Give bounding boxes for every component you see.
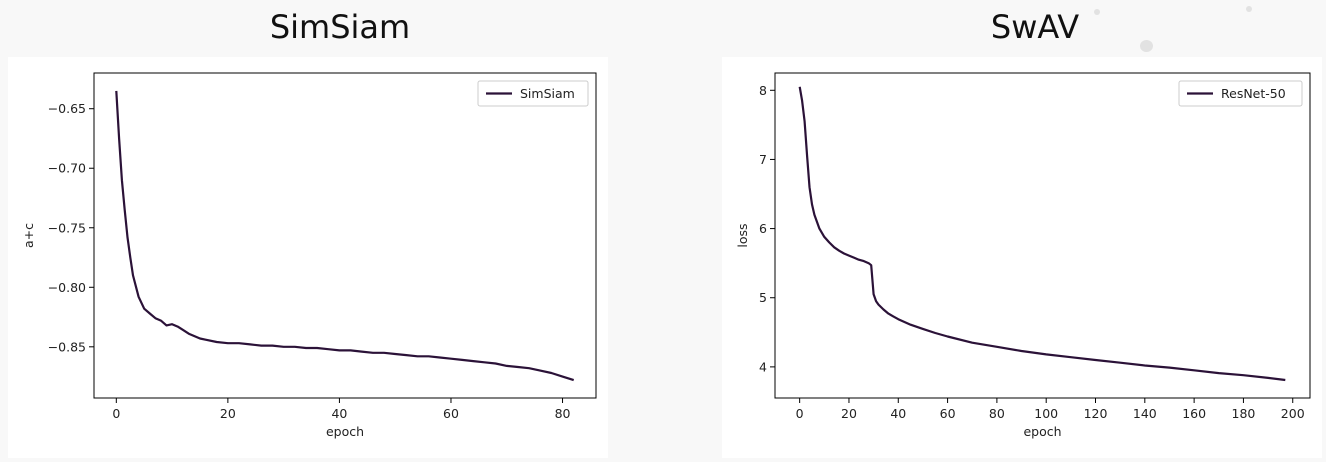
- x-tick-label: 100: [1034, 406, 1058, 421]
- x-tick-label: 160: [1182, 406, 1206, 421]
- x-tick-label: 60: [940, 406, 956, 421]
- legend: SimSiam: [477, 80, 589, 107]
- y-tick-label: 4: [759, 359, 767, 374]
- legend: ResNet-50: [1178, 80, 1303, 107]
- x-tick-label: 80: [555, 406, 571, 421]
- x-tick-label: 20: [220, 406, 236, 421]
- chart-card-swav: 0 20 40 60 80 100 120 140 160 180 200 8 7 6 5 4 epoch los…: [722, 57, 1322, 458]
- y-tick-label: 7: [759, 152, 767, 167]
- y-axis-label: loss: [735, 223, 750, 247]
- x-tick-label: 120: [1084, 406, 1108, 421]
- decorative-dot: [1094, 9, 1100, 15]
- y-tick-label: −0.75: [48, 220, 86, 235]
- chart-card-simsiam: 0 20 40 60 80 −0.65 −0.70 −0.75 −0.80 −0.85 epoch a…: [8, 57, 608, 458]
- x-tick-label: 200: [1281, 406, 1305, 421]
- x-tick-label: 20: [841, 406, 857, 421]
- x-tick-label: 0: [796, 406, 804, 421]
- series-line-resnet-50: [798, 86, 1286, 382]
- y-tick-label: 8: [759, 83, 767, 98]
- y-tick-label: −0.80: [48, 280, 86, 295]
- legend-box: [1178, 80, 1303, 107]
- line-chart-swav: 0 20 40 60 80 100 120 140 160 180 200 8 7 6 5 4 epoch los…: [735, 72, 1311, 439]
- y-axis-label: a+c: [21, 223, 36, 248]
- plot-frame: [93, 72, 597, 399]
- y-tick-label: −0.70: [48, 161, 86, 176]
- x-tick-label: 140: [1133, 406, 1157, 421]
- y-tick-label: 6: [759, 221, 767, 236]
- x-tick-label: 80: [989, 406, 1005, 421]
- panel-title-simsiam: SimSiam: [269, 8, 411, 46]
- line-chart-simsiam: 0 20 40 60 80 −0.65 −0.70 −0.75 −0.80 −0.85 epoch a…: [21, 72, 597, 439]
- y-tick-label: −0.65: [48, 101, 86, 116]
- series-line-simsiam: [115, 90, 575, 382]
- x-axis-label: epoch: [1023, 424, 1061, 439]
- x-tick-label: 40: [331, 406, 347, 421]
- decorative-dot: [1246, 6, 1252, 12]
- plot-frame: [774, 72, 1311, 399]
- x-tick-label: 60: [443, 406, 459, 421]
- x-tick-label: 0: [112, 406, 120, 421]
- decorative-dot: [1140, 40, 1153, 52]
- x-tick-label: 40: [890, 406, 906, 421]
- x-tick-label: 180: [1232, 406, 1256, 421]
- legend-box: [477, 80, 589, 107]
- x-axis-label: epoch: [326, 424, 364, 439]
- y-tick-label: −0.85: [48, 339, 86, 354]
- y-tick-label: 5: [759, 290, 767, 305]
- legend-label: ResNet-50: [1221, 86, 1286, 101]
- panel-title-swav: SwAV: [990, 8, 1080, 46]
- legend-label: SimSiam: [520, 86, 575, 101]
